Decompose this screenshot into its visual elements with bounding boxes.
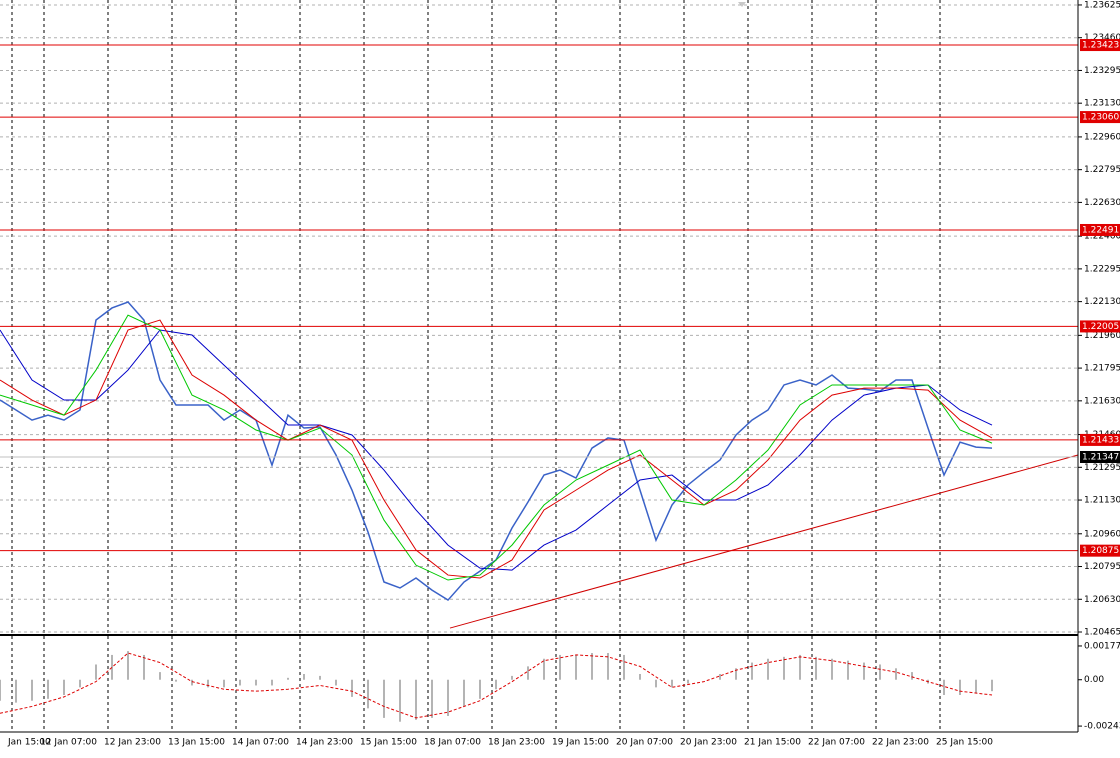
level-tag bbox=[1080, 433, 1120, 446]
y-tick-label: 0.00177 bbox=[1084, 641, 1120, 651]
x-tick-label: 13 Jan 15:00 bbox=[168, 738, 225, 748]
y-tick-label: 1.23625 bbox=[1084, 0, 1120, 10]
y-tick-label: 1.23130 bbox=[1084, 99, 1120, 109]
x-tick-label: 21 Jan 15:00 bbox=[744, 738, 801, 748]
level-label: 1.21433 bbox=[1082, 435, 1119, 445]
y-tick-label: 1.21130 bbox=[1084, 496, 1120, 506]
moving-average bbox=[0, 319, 993, 579]
level-label: 1.22005 bbox=[1082, 322, 1119, 332]
level-tag bbox=[1080, 320, 1120, 333]
y-tick-label: 1.22460 bbox=[1084, 232, 1120, 242]
x-tick-label: 15 Jan 15:00 bbox=[360, 738, 417, 748]
y-tick-label: 1.22630 bbox=[1084, 198, 1120, 208]
x-tick-label: 22 Jan 23:00 bbox=[872, 738, 929, 748]
y-tick-label: 1.20465 bbox=[1084, 628, 1120, 638]
level-tag bbox=[1080, 544, 1120, 557]
y-tick-label: 1.20795 bbox=[1084, 562, 1120, 572]
y-tick-label: 1.21630 bbox=[1084, 396, 1120, 406]
y-tick-label: 1.23460 bbox=[1084, 33, 1120, 43]
y-tick-label: 1.22960 bbox=[1084, 132, 1120, 142]
y-tick-label: 1.20960 bbox=[1084, 529, 1120, 539]
y-tick-label: 1.21795 bbox=[1084, 364, 1120, 374]
level-label: 1.20875 bbox=[1082, 546, 1119, 556]
level-label: 1.22491 bbox=[1082, 225, 1119, 235]
x-tick-label: 20 Jan 23:00 bbox=[680, 738, 737, 748]
signal-line bbox=[0, 652, 993, 719]
y-tick-label: 1.22130 bbox=[1084, 297, 1120, 307]
y-tick-label: 1.22295 bbox=[1084, 264, 1120, 274]
level-label: 1.23423 bbox=[1082, 41, 1119, 51]
x-tick-label: 14 Jan 23:00 bbox=[296, 738, 353, 748]
y-tick-label: 1.21960 bbox=[1084, 331, 1120, 341]
x-tick-label: 22 Jan 07:00 bbox=[808, 738, 865, 748]
x-tick-label: 12 Jan 07:00 bbox=[40, 738, 97, 748]
y-tick-label: 0.00 bbox=[1084, 675, 1104, 685]
y-tick-label: -0.00243 bbox=[1084, 722, 1120, 732]
level-tag bbox=[1080, 39, 1120, 52]
bid-tag bbox=[1080, 450, 1120, 463]
y-tick-label: 1.22795 bbox=[1084, 165, 1120, 175]
level-label: 1.23060 bbox=[1082, 113, 1119, 123]
x-tick-label: 12 Jan 23:00 bbox=[104, 738, 161, 748]
x-tick-label: 14 Jan 07:00 bbox=[232, 738, 289, 748]
x-tick-label: 19 Jan 15:00 bbox=[552, 738, 609, 748]
moving-average bbox=[0, 314, 993, 581]
bid-label: 1.21347 bbox=[1082, 452, 1119, 462]
x-tick-label: 18 Jan 23:00 bbox=[488, 738, 545, 748]
trend-line bbox=[449, 454, 1079, 629]
x-tick-label: 18 Jan 07:00 bbox=[424, 738, 481, 748]
x-tick-label: 25 Jan 15:00 bbox=[936, 738, 993, 748]
level-tag bbox=[1080, 111, 1120, 124]
shift-marker bbox=[738, 2, 746, 7]
y-tick-label: 1.20630 bbox=[1084, 595, 1120, 605]
x-tick-label: 20 Jan 07:00 bbox=[616, 738, 673, 748]
level-tag bbox=[1080, 223, 1120, 236]
y-tick-label: 1.21295 bbox=[1084, 463, 1120, 473]
y-tick-label: 1.23295 bbox=[1084, 66, 1120, 76]
x-tick-label: Jan 15:00 bbox=[7, 738, 51, 748]
